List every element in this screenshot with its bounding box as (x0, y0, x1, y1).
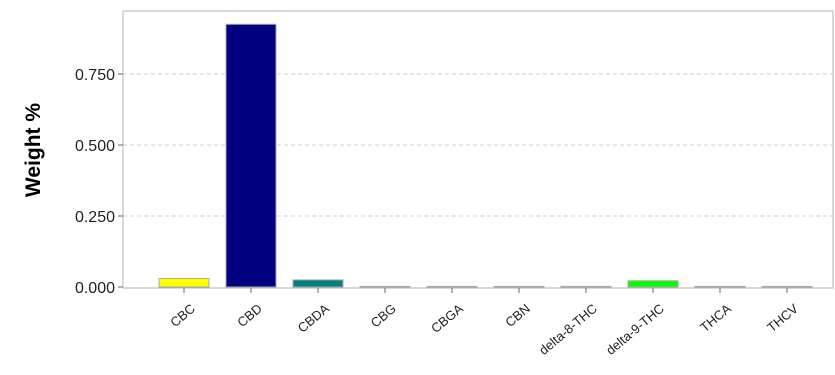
x-tick-label: CBDA (295, 301, 333, 336)
x-tick-label: THCA (697, 301, 734, 335)
y-tick-label: 0.250 (75, 209, 115, 226)
bar-thcv (761, 285, 813, 288)
x-tick-label: CBN (502, 301, 533, 330)
bar-delta-8-thc (560, 285, 612, 288)
x-axis-ticks: CBC CBD CBDA CBG CBGA CBN delta-8-THC delta-9-T… (167, 288, 801, 358)
y-axis-ticks: 0.000 0.250 0.500 0.750 (75, 67, 123, 297)
x-tick-label: CBGA (428, 301, 466, 336)
bar-cbda (292, 279, 344, 288)
y-axis-title: Weight % (22, 103, 45, 197)
x-tick-label: delta-8-THC (536, 301, 600, 358)
bar-delta-9-thc (627, 280, 679, 288)
bar-cbd (225, 23, 277, 288)
x-tick-label: delta-9-THC (603, 301, 667, 358)
x-tick-label: CBC (167, 301, 198, 330)
y-tick-label: 0.000 (75, 280, 115, 297)
x-tick-label: CBG (368, 301, 399, 331)
bar-cbc (158, 277, 210, 288)
x-tick-label: THCV (764, 301, 801, 335)
bar-cbg (359, 285, 411, 288)
x-tick-label: CBD (234, 301, 265, 330)
y-tick-label: 0.750 (75, 67, 115, 84)
bar-thca (694, 285, 746, 288)
bar-cbga (426, 285, 478, 288)
gridlines (123, 73, 833, 217)
bar-cbn (493, 285, 545, 288)
bars (158, 23, 813, 288)
plot-frame (122, 10, 834, 289)
y-tick-label: 0.500 (75, 138, 115, 155)
